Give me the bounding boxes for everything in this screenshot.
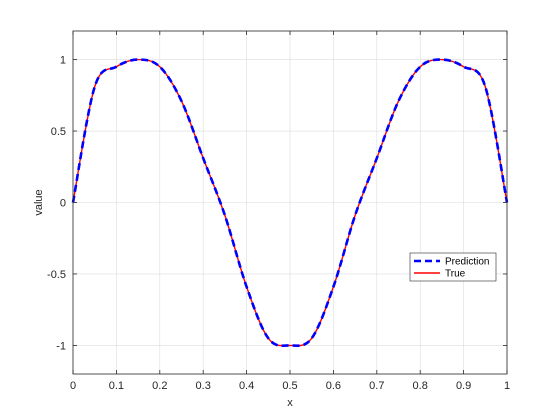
x-tick-label: 1 (504, 380, 510, 392)
y-axis-label: value (33, 189, 45, 215)
x-tick-label: 0.5 (282, 380, 297, 392)
x-tick-label: 0.6 (326, 380, 341, 392)
x-tick-label: 0.1 (109, 380, 124, 392)
series-line-prediction (71, 58, 509, 348)
y-tick-label: 0 (60, 198, 66, 210)
y-tick-label: 1 (60, 55, 66, 67)
ticks: 0 0.1 0.2 0.3 0.4 0.5 0.6 0.7 0.8 0.9 1 -1 -0.5 0 0.5 1 (47, 31, 510, 392)
y-tick-label: -1 (56, 340, 66, 352)
x-tick-label: 0.8 (413, 380, 428, 392)
y-tick-label: -0.5 (47, 269, 66, 281)
y-tick-label: 0.5 (51, 126, 66, 138)
x-tick-label: 0.4 (239, 380, 254, 392)
x-tick-label: 0 (70, 380, 76, 392)
series-layer (71, 58, 509, 348)
legend-label-prediction: Prediction (445, 257, 489, 268)
legend-label-true: True (445, 269, 466, 280)
x-tick-label: 0.3 (196, 380, 211, 392)
legend-box (409, 252, 497, 282)
x-tick-label: 0.7 (369, 380, 384, 392)
x-tick-label: 0.9 (456, 380, 471, 392)
x-axis-label: x (287, 397, 293, 409)
x-tick-label: 0.2 (152, 380, 167, 392)
